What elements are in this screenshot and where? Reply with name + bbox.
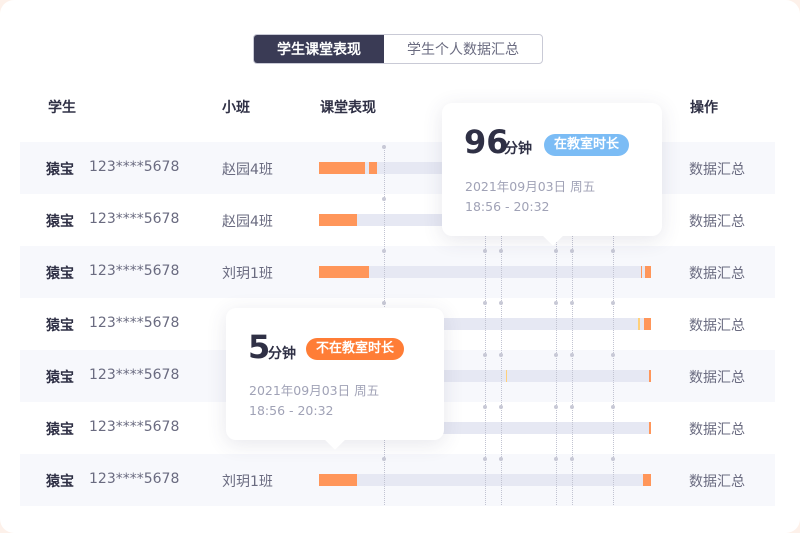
time-marker-dot	[570, 353, 574, 357]
student-name: 猿宝	[46, 422, 74, 438]
student-name: 猿宝	[46, 214, 74, 230]
time-marker-dot	[570, 301, 574, 305]
time-marker-dot	[554, 249, 558, 253]
status-badge: 不在教室时长	[306, 338, 405, 360]
table-row: 猿宝 123****5678 刘玥1班 数据汇总	[20, 246, 775, 298]
table-row: 猿宝 123****5678 赵园4班 数据汇总	[20, 194, 775, 246]
status-badge: 在教室时长	[544, 134, 630, 156]
header-class: 小班	[222, 100, 250, 116]
student-name: 猿宝	[46, 318, 74, 334]
time-marker-dot	[499, 457, 503, 461]
table-row: 猿宝 123****5678 刘玥1班 数据汇总	[20, 454, 775, 506]
data-summary-link[interactable]: 数据汇总	[689, 422, 745, 438]
time-marker-dot	[483, 301, 487, 305]
time-marker-dot	[483, 457, 487, 461]
time-marker-dot	[570, 249, 574, 253]
duration-value: 5	[248, 328, 271, 366]
class-name: 刘玥1班	[222, 266, 273, 282]
student-phone: 123****5678	[89, 419, 180, 435]
time-marker-dot	[382, 145, 386, 149]
timeline-segment[interactable]	[649, 422, 651, 434]
student-phone: 123****5678	[89, 367, 180, 383]
time-range: 18:56 - 20:32	[249, 403, 334, 418]
time-marker-dot	[611, 301, 615, 305]
data-summary-link[interactable]: 数据汇总	[689, 214, 745, 230]
timeline-segment[interactable]	[649, 370, 651, 382]
time-marker-dot	[554, 457, 558, 461]
tab-personal-summary[interactable]: 学生个人数据汇总	[407, 42, 519, 58]
time-marker-dot	[611, 353, 615, 357]
class-name: 赵园4班	[222, 214, 273, 230]
tooltip-in-classroom: 96 分钟 在教室时长 2021年09月03日 周五 18:56 - 20:32	[442, 103, 662, 236]
time-marker-dot	[554, 405, 558, 409]
header-action: 操作	[690, 100, 718, 116]
data-summary-link[interactable]: 数据汇总	[689, 474, 745, 490]
time-marker-dot	[382, 457, 386, 461]
view-tabs: 学生课堂表现 学生个人数据汇总	[253, 34, 543, 64]
time-marker-dot	[499, 353, 503, 357]
student-name: 猿宝	[46, 370, 74, 386]
student-phone: 123****5678	[89, 159, 180, 175]
timeline-segment[interactable]	[368, 162, 378, 174]
time-marker-dot	[382, 301, 386, 305]
timeline-segment[interactable]	[642, 474, 651, 486]
time-marker-dot	[382, 249, 386, 253]
time-marker-dot	[382, 197, 386, 201]
timeline-segment[interactable]	[319, 162, 366, 174]
time-marker-line	[613, 145, 614, 505]
class-name: 刘玥1班	[222, 474, 273, 490]
timeline-segment[interactable]	[638, 318, 640, 330]
time-marker-dot	[554, 353, 558, 357]
data-summary-link[interactable]: 数据汇总	[689, 266, 745, 282]
data-summary-link[interactable]: 数据汇总	[689, 370, 745, 386]
student-name: 猿宝	[46, 474, 74, 490]
time-marker-line	[501, 145, 502, 505]
timeline-segment[interactable]	[644, 318, 651, 330]
duration-unit: 分钟	[504, 141, 532, 157]
time-marker-line	[572, 145, 573, 505]
student-phone: 123****5678	[89, 263, 180, 279]
timeline-segment[interactable]	[319, 474, 358, 486]
timeline-segment[interactable]	[505, 370, 508, 382]
student-phone: 123****5678	[89, 471, 180, 487]
timeline-segment[interactable]	[645, 266, 651, 278]
timeline-segment[interactable]	[319, 266, 369, 278]
time-marker-dot	[499, 405, 503, 409]
duration-unit: 分钟	[268, 346, 296, 362]
student-phone: 123****5678	[89, 315, 180, 331]
date-text: 2021年09月03日 周五	[249, 383, 380, 398]
time-marker-dot	[570, 405, 574, 409]
time-marker-dot	[483, 353, 487, 357]
student-phone: 123****5678	[89, 211, 180, 227]
time-marker-dot	[611, 249, 615, 253]
date-text: 2021年09月03日 周五	[465, 179, 596, 194]
data-summary-link[interactable]: 数据汇总	[689, 318, 745, 334]
data-summary-link[interactable]: 数据汇总	[689, 162, 745, 178]
time-marker-dot	[499, 301, 503, 305]
time-marker-dot	[554, 301, 558, 305]
header-performance: 课堂表现	[320, 100, 376, 116]
duration-value: 96	[464, 123, 509, 161]
time-marker-dot	[611, 405, 615, 409]
tab-class-performance[interactable]: 学生课堂表现	[254, 35, 384, 63]
timeline-segment[interactable]	[319, 214, 358, 226]
header-student: 学生	[48, 100, 76, 116]
time-marker-line	[556, 145, 557, 505]
timeline-segment[interactable]	[641, 266, 643, 278]
time-marker-dot	[570, 457, 574, 461]
time-marker-dot	[499, 249, 503, 253]
time-marker-dot	[483, 249, 487, 253]
student-name: 猿宝	[46, 162, 74, 178]
class-name: 赵园4班	[222, 162, 273, 178]
time-marker-line	[485, 145, 486, 505]
tooltip-out-classroom: 5 分钟 不在教室时长 2021年09月03日 周五 18:56 - 20:32	[226, 308, 444, 440]
time-marker-dot	[483, 405, 487, 409]
time-range: 18:56 - 20:32	[465, 199, 550, 214]
student-name: 猿宝	[46, 266, 74, 282]
time-marker-dot	[611, 457, 615, 461]
